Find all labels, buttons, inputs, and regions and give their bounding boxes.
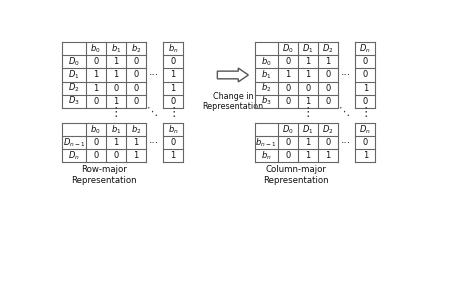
Text: 1: 1 bbox=[113, 97, 118, 106]
Text: ···: ··· bbox=[341, 70, 351, 80]
Text: 0: 0 bbox=[113, 84, 118, 92]
Text: 1: 1 bbox=[113, 138, 118, 147]
Text: 1: 1 bbox=[171, 151, 176, 160]
Text: $b_{n-1}$: $b_{n-1}$ bbox=[255, 137, 277, 149]
Text: $b_{2}$: $b_{2}$ bbox=[131, 43, 141, 55]
Text: 1: 1 bbox=[133, 138, 138, 147]
Text: 0: 0 bbox=[133, 97, 138, 106]
Text: 0: 0 bbox=[93, 57, 98, 67]
Text: 0: 0 bbox=[363, 97, 368, 106]
Text: $b_{n}$: $b_{n}$ bbox=[168, 43, 179, 55]
Text: 0: 0 bbox=[285, 151, 291, 160]
Text: 0: 0 bbox=[171, 97, 176, 106]
Text: Column-major
Representation: Column-major Representation bbox=[264, 166, 329, 185]
Text: 1: 1 bbox=[93, 84, 98, 92]
Text: $D_{0}$: $D_{0}$ bbox=[282, 43, 294, 55]
Text: 0: 0 bbox=[171, 57, 176, 67]
Text: 1: 1 bbox=[171, 71, 176, 79]
Text: $b_{2}$: $b_{2}$ bbox=[131, 123, 141, 136]
Text: $D_{1}$: $D_{1}$ bbox=[302, 43, 314, 55]
Text: $D_{n}$: $D_{n}$ bbox=[68, 149, 80, 162]
Text: 1: 1 bbox=[285, 71, 291, 79]
Text: $D_{n-1}$: $D_{n-1}$ bbox=[63, 137, 85, 149]
Text: ⋮: ⋮ bbox=[359, 106, 372, 119]
Text: 1: 1 bbox=[305, 138, 310, 147]
Text: $b_{1}$: $b_{1}$ bbox=[110, 43, 121, 55]
Text: ···: ··· bbox=[341, 138, 351, 148]
Text: $D_{2}$: $D_{2}$ bbox=[68, 82, 80, 94]
Text: 0: 0 bbox=[326, 71, 331, 79]
Text: $b_{n}$: $b_{n}$ bbox=[168, 123, 179, 136]
Text: $D_{3}$: $D_{3}$ bbox=[68, 95, 80, 107]
Text: 0: 0 bbox=[285, 97, 291, 106]
Text: 0: 0 bbox=[133, 84, 138, 92]
Text: 0: 0 bbox=[133, 57, 138, 67]
Text: ⋱: ⋱ bbox=[146, 107, 158, 117]
Text: 0: 0 bbox=[305, 84, 310, 92]
Text: $D_{2}$: $D_{2}$ bbox=[322, 123, 334, 136]
Text: 1: 1 bbox=[93, 71, 98, 79]
Text: 0: 0 bbox=[326, 84, 331, 92]
Text: 0: 0 bbox=[326, 97, 331, 106]
Text: ···: ··· bbox=[149, 70, 159, 80]
Text: 1: 1 bbox=[133, 151, 138, 160]
Text: 0: 0 bbox=[326, 138, 331, 147]
Text: 1: 1 bbox=[113, 57, 118, 67]
Text: 1: 1 bbox=[305, 71, 310, 79]
FancyArrow shape bbox=[218, 68, 248, 82]
Text: ⋮: ⋮ bbox=[109, 106, 122, 119]
Text: 1: 1 bbox=[305, 57, 310, 67]
Text: ⋮: ⋮ bbox=[302, 106, 314, 119]
Text: 0: 0 bbox=[363, 138, 368, 147]
Text: $b_{0}$: $b_{0}$ bbox=[91, 43, 101, 55]
Text: 0: 0 bbox=[285, 138, 291, 147]
Text: $D_{0}$: $D_{0}$ bbox=[68, 56, 80, 68]
Text: 0: 0 bbox=[133, 71, 138, 79]
Text: 1: 1 bbox=[113, 71, 118, 79]
Text: Row-major
Representation: Row-major Representation bbox=[72, 166, 137, 185]
Text: $b_{3}$: $b_{3}$ bbox=[261, 95, 272, 107]
Text: $b_{0}$: $b_{0}$ bbox=[261, 56, 272, 68]
Text: $D_{0}$: $D_{0}$ bbox=[282, 123, 294, 136]
Text: 0: 0 bbox=[285, 84, 291, 92]
Text: 1: 1 bbox=[171, 84, 176, 92]
Text: $b_{1}$: $b_{1}$ bbox=[110, 123, 121, 136]
Text: 0: 0 bbox=[171, 138, 176, 147]
Text: 0: 0 bbox=[363, 71, 368, 79]
Text: 1: 1 bbox=[363, 84, 368, 92]
Text: 0: 0 bbox=[363, 57, 368, 67]
Text: $D_{1}$: $D_{1}$ bbox=[68, 69, 80, 81]
Text: 0: 0 bbox=[93, 138, 98, 147]
Text: 1: 1 bbox=[305, 151, 310, 160]
Text: $b_{n}$: $b_{n}$ bbox=[261, 149, 272, 162]
Text: $D_{2}$: $D_{2}$ bbox=[322, 43, 334, 55]
Text: $b_{1}$: $b_{1}$ bbox=[261, 69, 272, 81]
Text: $b_{0}$: $b_{0}$ bbox=[91, 123, 101, 136]
Text: 1: 1 bbox=[363, 151, 368, 160]
Text: 0: 0 bbox=[93, 97, 98, 106]
Text: 0: 0 bbox=[93, 151, 98, 160]
Text: 0: 0 bbox=[113, 151, 118, 160]
Text: 1: 1 bbox=[326, 151, 331, 160]
Text: $D_{n}$: $D_{n}$ bbox=[359, 123, 371, 136]
Text: $D_{1}$: $D_{1}$ bbox=[302, 123, 314, 136]
Text: 0: 0 bbox=[285, 57, 291, 67]
Text: Change in
Representation: Change in Representation bbox=[202, 92, 264, 111]
Text: 1: 1 bbox=[305, 97, 310, 106]
Text: $b_{2}$: $b_{2}$ bbox=[261, 82, 272, 94]
Text: $D_{n}$: $D_{n}$ bbox=[359, 43, 371, 55]
Text: 1: 1 bbox=[326, 57, 331, 67]
Text: ⋱: ⋱ bbox=[339, 107, 350, 117]
Text: ···: ··· bbox=[149, 138, 159, 148]
Text: ⋮: ⋮ bbox=[167, 106, 180, 119]
